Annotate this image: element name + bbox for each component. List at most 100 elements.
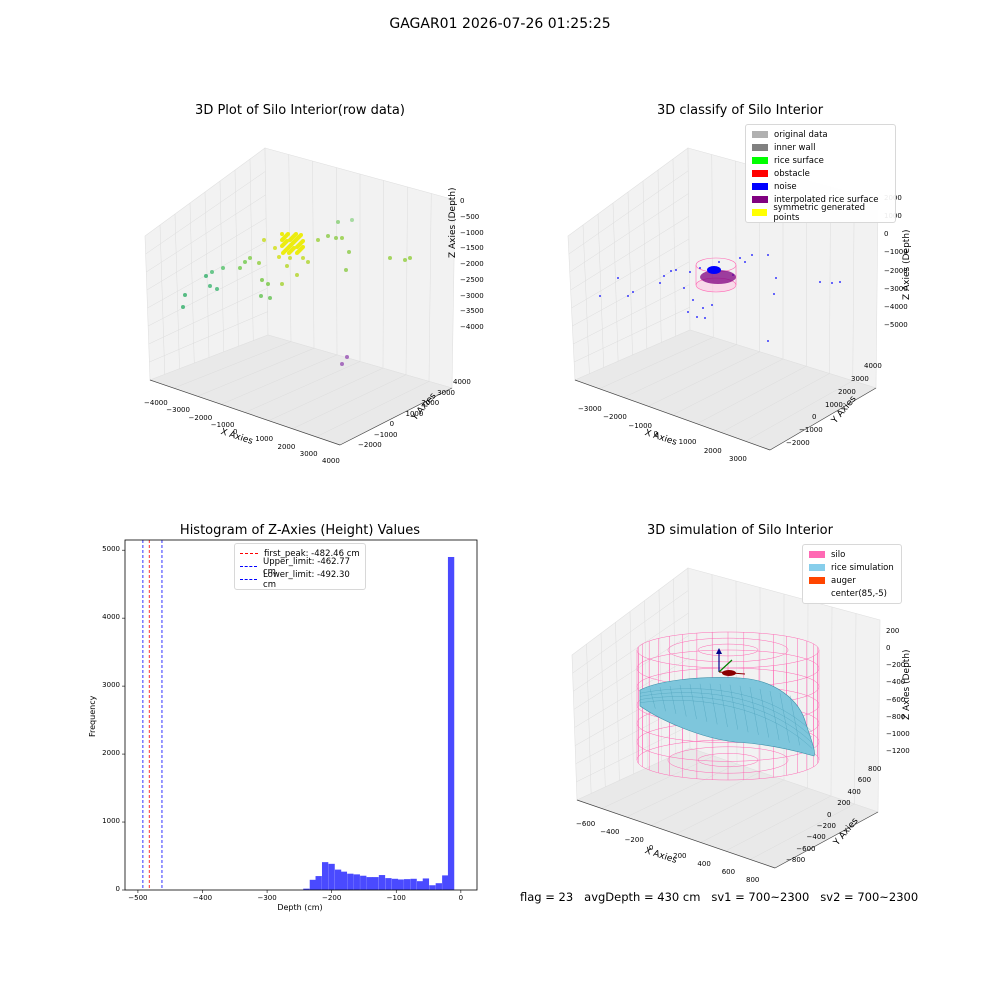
grid-line — [571, 238, 690, 309]
histogram-bar — [378, 875, 386, 890]
grid-line — [651, 771, 761, 826]
data-point — [215, 287, 219, 291]
z-tick-label: −4000 — [460, 323, 484, 331]
noise-point — [751, 254, 753, 256]
data-point — [301, 245, 305, 249]
x-tick-label: 0 — [458, 894, 464, 902]
y-tick-label: 2000 — [838, 387, 856, 396]
z-tick-label: 0 — [886, 644, 891, 653]
grid-line — [145, 171, 266, 255]
noise-point — [663, 275, 665, 277]
legend-item-symmetric-generated-points: symmetric generated points — [752, 203, 889, 223]
x-tick-label: −300 — [257, 894, 277, 902]
legend-label: silo — [831, 549, 846, 560]
noise-point — [675, 269, 677, 271]
data-point — [238, 266, 242, 270]
grid-line — [574, 657, 690, 728]
data-point — [204, 274, 208, 278]
z-tick-label: 200 — [886, 627, 900, 635]
y-tick-label: 0 — [812, 413, 817, 422]
panel4-auger-marker — [716, 648, 746, 676]
legend-item-original-data: original data — [752, 128, 889, 141]
z-tick-label: −5000 — [884, 321, 908, 329]
x-tick-label: −1000 — [628, 421, 653, 430]
figure-title: GAGAR01 2026-07-26 01:25:25 — [389, 16, 611, 32]
data-point — [273, 246, 277, 250]
grid-line — [696, 366, 807, 424]
data-point — [259, 294, 263, 298]
noise-point — [839, 281, 841, 283]
y-tick-label: 0 — [389, 420, 395, 428]
x-tick-label: −4000 — [144, 399, 168, 407]
rice-mesh-line — [639, 700, 813, 749]
z-tick-label: −1500 — [460, 244, 484, 253]
x-tick-label: 0 — [653, 430, 658, 438]
data-point — [294, 232, 298, 236]
legend-swatch — [752, 170, 768, 177]
histogram-bar — [347, 873, 354, 890]
grid-line — [405, 186, 408, 375]
y-tick-label: 2000 — [421, 399, 440, 407]
status-line: flag = 23 avgDepth = 430 cm sv1 = 700~23… — [520, 890, 918, 904]
legend-item-interpolated-rice-surface: interpolated rice surface — [752, 193, 889, 206]
panel4-legend: silo rice simulation auger center(85,-5) — [802, 544, 902, 604]
data-point — [316, 238, 320, 242]
noise-point — [831, 282, 833, 284]
data-point — [306, 260, 310, 264]
y-tick-label: 4000 — [102, 613, 120, 622]
histogram-bar — [391, 878, 399, 890]
panel4-title: 3D simulation of Silo Interior — [647, 523, 833, 538]
legend-item-inner-wall: inner wall — [752, 141, 889, 154]
z-tick-label: −4000 — [884, 302, 908, 311]
grid-line — [807, 600, 809, 789]
x-tick-label: 1000 — [678, 438, 697, 447]
data-point — [277, 255, 281, 259]
legend-item-upper-limit: Upper_limit: -462.77 cm — [240, 557, 360, 577]
y-tick-label: 800 — [868, 765, 882, 773]
y-tick-label: −800 — [786, 856, 806, 864]
z-tick-label: −2000 — [460, 260, 484, 268]
status-flag: flag = 23 — [520, 890, 574, 904]
z-tick-label: −2000 — [884, 266, 908, 275]
z-tick-label: −800 — [886, 712, 906, 721]
data-point — [334, 236, 338, 240]
data-point — [403, 258, 407, 262]
data-point — [266, 282, 270, 286]
data-point — [299, 233, 303, 237]
noise-point — [617, 277, 619, 279]
legend-swatch — [809, 564, 825, 571]
legend-item-silo: silo — [809, 548, 895, 561]
legend-swatch — [809, 551, 825, 558]
z-tick-label: −1000 — [460, 228, 484, 237]
data-point — [301, 239, 305, 243]
x-tick-label: 3000 — [729, 455, 747, 463]
noise-point — [659, 282, 661, 284]
z-tick-label: 0 — [460, 197, 465, 205]
grid-line — [711, 154, 714, 338]
histogram-bar — [334, 869, 342, 890]
panel4-zlabel: Z Axies (Depth) — [902, 649, 912, 720]
data-point — [340, 362, 344, 366]
data-point — [268, 296, 272, 300]
panel4-x-axis-line — [576, 799, 776, 869]
legend-label: rice simulation — [831, 562, 894, 573]
data-point — [257, 261, 261, 265]
noise-point — [599, 295, 601, 297]
histogram-bar — [442, 875, 449, 890]
y-tick-label: 3000 — [437, 388, 455, 397]
z-tick-label: −600 — [886, 695, 906, 704]
panel2-y-axis-line — [769, 387, 877, 451]
data-point — [295, 273, 299, 277]
data-point — [280, 232, 284, 236]
panel1-x-axis-line — [149, 379, 341, 446]
legend-line — [240, 579, 258, 580]
x-tick-label: 800 — [746, 876, 760, 884]
rice-mesh-line — [789, 695, 800, 746]
legend-item-obstacle: obstacle — [752, 167, 889, 180]
histogram-bar — [372, 877, 379, 890]
y-tick-label: 5000 — [102, 545, 120, 554]
z-tick-label: −400 — [886, 678, 906, 687]
x-tick-label: −2000 — [603, 413, 627, 422]
grid-line — [573, 284, 690, 345]
